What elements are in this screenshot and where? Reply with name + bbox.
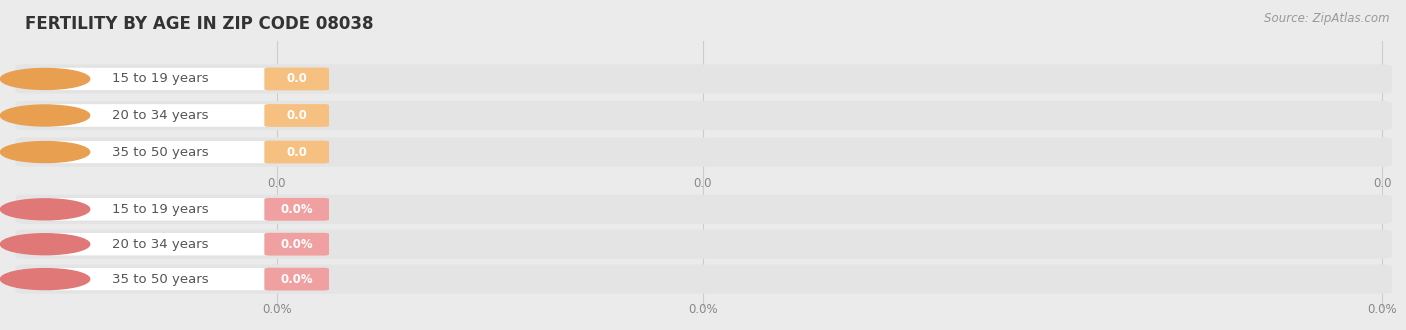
FancyBboxPatch shape xyxy=(15,64,1392,93)
Text: 0.0%: 0.0% xyxy=(1367,303,1398,315)
Text: 0.0%: 0.0% xyxy=(280,273,314,285)
FancyBboxPatch shape xyxy=(15,195,1392,224)
Text: 35 to 50 years: 35 to 50 years xyxy=(112,146,208,158)
Circle shape xyxy=(0,105,90,126)
Circle shape xyxy=(0,269,90,289)
FancyBboxPatch shape xyxy=(264,141,329,163)
Text: 0.0: 0.0 xyxy=(693,177,713,190)
Text: 0.0%: 0.0% xyxy=(280,203,314,216)
Text: 35 to 50 years: 35 to 50 years xyxy=(112,273,208,285)
Text: 0.0%: 0.0% xyxy=(280,238,314,251)
FancyBboxPatch shape xyxy=(49,267,271,291)
FancyBboxPatch shape xyxy=(49,104,271,127)
FancyBboxPatch shape xyxy=(15,138,1392,167)
Text: 0.0: 0.0 xyxy=(287,109,307,122)
Text: 0.0%: 0.0% xyxy=(688,303,718,315)
Circle shape xyxy=(0,69,90,89)
Text: 15 to 19 years: 15 to 19 years xyxy=(112,73,208,85)
Text: 0.0%: 0.0% xyxy=(262,303,292,315)
Circle shape xyxy=(0,234,90,255)
Text: 20 to 34 years: 20 to 34 years xyxy=(112,238,208,251)
FancyBboxPatch shape xyxy=(15,230,1392,259)
Text: 15 to 19 years: 15 to 19 years xyxy=(112,203,208,216)
FancyBboxPatch shape xyxy=(264,68,329,90)
Text: 0.0: 0.0 xyxy=(267,177,287,190)
FancyBboxPatch shape xyxy=(49,67,271,91)
FancyBboxPatch shape xyxy=(264,104,329,127)
Circle shape xyxy=(0,142,90,162)
FancyBboxPatch shape xyxy=(264,268,329,290)
FancyBboxPatch shape xyxy=(15,101,1392,130)
Circle shape xyxy=(0,199,90,220)
Text: 0.0: 0.0 xyxy=(287,146,307,158)
FancyBboxPatch shape xyxy=(49,140,271,164)
Text: 0.0: 0.0 xyxy=(1372,177,1392,190)
Text: 0.0: 0.0 xyxy=(287,73,307,85)
Text: Source: ZipAtlas.com: Source: ZipAtlas.com xyxy=(1264,12,1389,24)
FancyBboxPatch shape xyxy=(15,265,1392,294)
FancyBboxPatch shape xyxy=(49,198,271,221)
FancyBboxPatch shape xyxy=(49,232,271,256)
FancyBboxPatch shape xyxy=(264,198,329,221)
Text: FERTILITY BY AGE IN ZIP CODE 08038: FERTILITY BY AGE IN ZIP CODE 08038 xyxy=(25,15,374,33)
FancyBboxPatch shape xyxy=(264,233,329,256)
Text: 20 to 34 years: 20 to 34 years xyxy=(112,109,208,122)
